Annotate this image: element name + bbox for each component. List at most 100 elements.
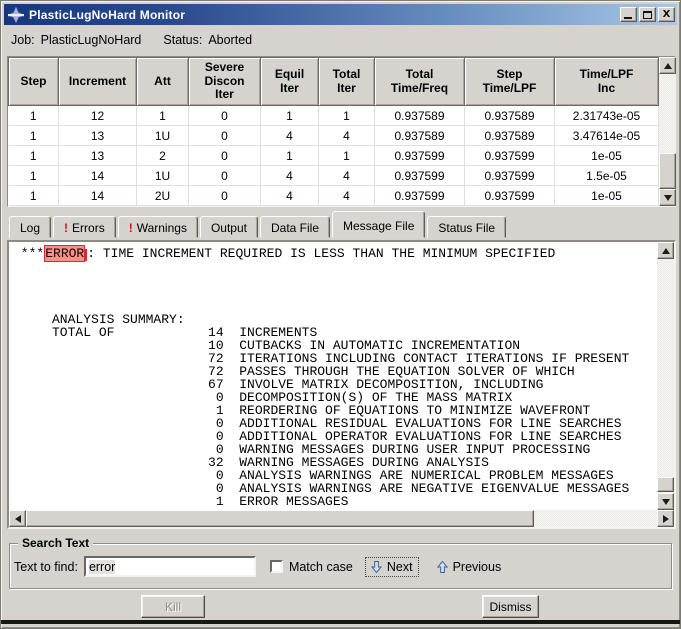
scroll-thumb[interactable] xyxy=(26,510,534,527)
table-cell: 14 xyxy=(58,185,137,206)
tab-label: Output xyxy=(210,220,247,235)
match-case-checkbox[interactable] xyxy=(269,560,283,573)
find-input-value: error xyxy=(88,559,116,574)
error-line-prefix: *** xyxy=(13,246,45,261)
tab-label: Data File xyxy=(270,220,320,235)
tab-status-file[interactable]: Status File xyxy=(427,216,507,238)
tab-warnings[interactable]: ! Warnings xyxy=(117,216,198,238)
table-cell: 1 xyxy=(8,185,59,206)
table-cell: 0.937599 xyxy=(464,185,555,206)
table-cell: 0 xyxy=(188,165,261,186)
minimize-button[interactable] xyxy=(620,7,637,22)
table-cell: 2 xyxy=(136,145,189,166)
job-label: Job: xyxy=(11,33,35,47)
job-status-line: Job: PlasticLugNoHard Status: Aborted xyxy=(11,33,252,47)
dismiss-button[interactable]: Dismiss xyxy=(482,595,539,618)
table-cell: 0.937599 xyxy=(464,145,555,166)
status-label: Status: xyxy=(163,33,203,47)
table-row[interactable]: 1 13 2 0 1 1 0.937599 0.937599 1e-05 xyxy=(8,145,659,166)
scroll-left-button[interactable] xyxy=(9,510,26,527)
arrow-up-icon xyxy=(663,62,672,69)
table-cell: 1 xyxy=(8,125,59,146)
scroll-thumb[interactable] xyxy=(657,477,674,492)
table-cell: 0 xyxy=(188,105,261,126)
table-row[interactable]: 1 13 1U 0 4 4 0.937589 0.937589 3.47614e-05 xyxy=(8,125,659,146)
table-cell: 0 xyxy=(188,125,261,146)
arrow-down-icon xyxy=(663,194,672,201)
close-button[interactable]: X xyxy=(658,7,675,22)
tab-label: Warnings xyxy=(136,220,187,235)
previous-button[interactable]: Previous xyxy=(431,557,508,577)
next-label: Next xyxy=(386,559,413,574)
tab-label: Errors xyxy=(72,220,105,235)
job-value: PlasticLugNoHard xyxy=(40,33,142,47)
column-header: Time/LPF Inc xyxy=(554,57,659,106)
table-cell: 1.5e-05 xyxy=(554,165,659,186)
scroll-down-button[interactable] xyxy=(659,189,676,206)
tab-output[interactable]: Output xyxy=(199,216,258,238)
table-cell: 1U xyxy=(136,165,189,186)
search-text-group: Search Text Text to find: error Match ca… xyxy=(9,536,672,589)
close-icon: X xyxy=(662,8,671,20)
maximize-button[interactable] xyxy=(639,7,656,22)
table-cell: 0.937599 xyxy=(374,185,465,206)
table-cell: 0.937599 xyxy=(464,165,555,186)
table-cell: 0.937599 xyxy=(374,145,465,166)
tab-label: Log xyxy=(20,220,41,235)
minimize-icon xyxy=(624,17,632,19)
search-group-label: Search Text xyxy=(18,536,94,550)
next-button[interactable]: Next xyxy=(364,556,419,577)
table-cell: 1 xyxy=(8,145,59,166)
table-scrollbar[interactable] xyxy=(659,57,676,206)
table-cell: 1e-05 xyxy=(554,145,659,166)
increment-table: Step Increment Att Severe Discon Iter Equil … xyxy=(7,56,676,207)
title-bar[interactable]: PlasticLugNoHard Monitor X xyxy=(4,4,677,25)
analysis-summary: ANALYSIS SUMMARY: TOTAL OF 14 INCREMENTS… xyxy=(52,312,630,509)
message-file-panel: ***ERROR: TIME INCREMENT REQUIRED IS LES… xyxy=(7,240,676,529)
table-cell: 2U xyxy=(136,185,189,206)
table-cell: 1 xyxy=(136,105,189,126)
table-cell: 4 xyxy=(318,125,375,146)
status-value: Aborted xyxy=(208,33,253,47)
tab-message-file[interactable]: Message File xyxy=(332,211,426,238)
message-vscrollbar[interactable] xyxy=(657,242,674,510)
arrow-down-icon xyxy=(661,498,670,505)
tab-data-file[interactable]: Data File xyxy=(259,216,331,238)
message-hscrollbar[interactable] xyxy=(9,510,674,527)
match-case-label: Match case xyxy=(288,559,353,574)
scroll-track[interactable] xyxy=(657,259,674,493)
error-line-suffix: : TIME INCREMENT REQUIRED IS LESS THAN T… xyxy=(87,246,556,261)
table-cell: 4 xyxy=(260,185,319,206)
scroll-track[interactable] xyxy=(26,510,657,527)
column-header: Severe Discon Iter xyxy=(188,57,261,106)
tab-errors[interactable]: ! Errors xyxy=(53,216,116,238)
scroll-up-button[interactable] xyxy=(659,57,676,74)
column-header: Equil Iter xyxy=(260,57,319,106)
tab-label: Status File xyxy=(438,220,496,235)
find-input[interactable]: error xyxy=(83,556,256,577)
column-header: Att xyxy=(136,57,189,106)
scroll-up-button[interactable] xyxy=(657,242,674,259)
table-row[interactable]: 1 12 1 0 1 1 0.937589 0.937589 2.31743e-05 xyxy=(8,105,659,126)
table-row[interactable]: 1 14 2U 0 4 4 0.937599 0.937599 1e-05 xyxy=(8,185,659,206)
scroll-thumb[interactable] xyxy=(659,153,676,189)
scroll-down-button[interactable] xyxy=(657,493,674,510)
table-cell: 4 xyxy=(318,165,375,186)
message-text[interactable]: ***ERROR: TIME INCREMENT REQUIRED IS LES… xyxy=(9,242,657,510)
arrow-up-icon xyxy=(661,247,670,254)
scroll-right-button[interactable] xyxy=(657,510,674,527)
scroll-track[interactable] xyxy=(659,74,676,189)
table-header-row: Step Increment Att Severe Discon Iter Equil … xyxy=(8,57,659,106)
table-cell: 4 xyxy=(318,185,375,206)
down-arrow-icon xyxy=(370,560,382,573)
up-arrow-icon xyxy=(436,560,448,573)
table-cell: 4 xyxy=(260,165,319,186)
table-cell: 1 xyxy=(8,165,59,186)
table-cell: 0.937589 xyxy=(374,125,465,146)
tab-log[interactable]: Log xyxy=(9,216,52,238)
column-header: Increment xyxy=(58,57,137,106)
kill-button[interactable]: Kill xyxy=(141,595,205,618)
alert-icon: ! xyxy=(128,220,133,235)
table-cell: 1 xyxy=(260,105,319,126)
table-row[interactable]: 1 14 1U 0 4 4 0.937599 0.937599 1.5e-05 xyxy=(8,165,659,186)
